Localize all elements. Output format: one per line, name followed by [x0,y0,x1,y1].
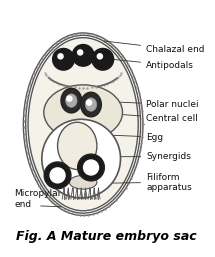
Text: Chalazal end: Chalazal end [104,41,205,54]
Ellipse shape [69,175,97,189]
Circle shape [44,162,71,189]
Circle shape [50,168,65,183]
Ellipse shape [81,92,101,117]
Circle shape [92,49,114,70]
Ellipse shape [66,94,77,107]
Circle shape [97,54,102,59]
Text: Filiform
apparatus: Filiform apparatus [106,172,192,192]
Circle shape [84,160,98,175]
Text: Antipodals: Antipodals [106,59,194,70]
Circle shape [86,100,92,105]
Circle shape [72,44,94,66]
Text: Micropylar
end: Micropylar end [14,189,62,209]
Circle shape [78,50,83,55]
Text: Egg: Egg [109,133,163,142]
Circle shape [78,154,104,181]
Ellipse shape [85,98,97,111]
Circle shape [53,49,74,70]
Circle shape [67,96,72,101]
Text: Synergids: Synergids [109,152,191,161]
Ellipse shape [58,122,97,169]
Ellipse shape [42,119,121,198]
Ellipse shape [61,88,82,113]
Text: Fig. A Mature embryo sac: Fig. A Mature embryo sac [16,231,197,243]
Ellipse shape [28,38,138,211]
Text: Central cell: Central cell [109,114,198,123]
Circle shape [58,54,63,59]
Text: Polar nuclei: Polar nuclei [109,100,199,109]
Ellipse shape [44,85,123,140]
